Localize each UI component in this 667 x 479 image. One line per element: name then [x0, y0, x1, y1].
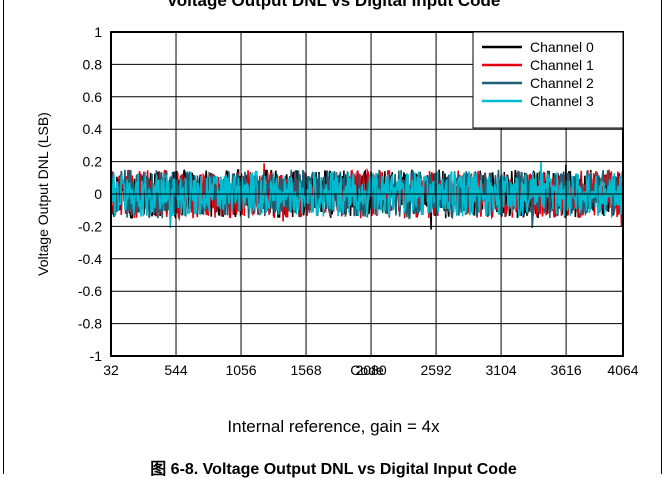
legend-label: Channel 0: [530, 39, 594, 55]
x-tick-label: 3616: [551, 362, 582, 378]
x-tick-label: 4064: [607, 362, 638, 378]
legend-label: Channel 2: [530, 75, 594, 91]
plot-area-border: [110, 31, 624, 357]
legend-label: Channel 1: [530, 57, 594, 73]
legend: Channel 0 Channel 1 Channel 2 Channel 3: [472, 31, 624, 129]
x-tick-label: 1568: [290, 362, 321, 378]
y-tick-label: -0.4: [78, 251, 102, 267]
y-axis-label: Voltage Output DNL (LSB): [35, 112, 51, 276]
x-axis-label: Code: [350, 362, 384, 378]
figure-caption: 图 6-8. Voltage Output DNL vs Digital Inp…: [150, 461, 517, 478]
y-tick-label: 0.6: [83, 89, 103, 105]
y-tick-label: -0.2: [78, 218, 102, 234]
x-tick-label: 3104: [486, 362, 517, 378]
series-line-3: [110, 161, 624, 229]
x-tick-label: 2080: [355, 362, 386, 378]
x-tick-label: 32: [103, 362, 119, 378]
figure-subtitle: Internal reference, gain = 4x: [227, 417, 440, 436]
series-layer: [110, 161, 624, 230]
x-tick-label: 2592: [421, 362, 452, 378]
y-tick-label: -0.8: [78, 316, 102, 332]
figure-title: Voltage Output DNL vs Digital Input Code: [166, 0, 501, 10]
y-tick-label: 0.8: [83, 56, 103, 72]
x-tick-label: 544: [164, 362, 188, 378]
y-tick-label: -0.6: [78, 283, 102, 299]
tick-layer: 32 544 1056 1568 2080 2592 3104 3616 4064 1 0.8 0.6…: [78, 24, 639, 378]
figure-frame: [3, 0, 662, 474]
y-tick-label: 0.2: [83, 154, 103, 170]
y-tick-label: 0.4: [83, 121, 103, 137]
y-tick-label: 1: [94, 24, 102, 40]
y-tick-label: 0: [94, 186, 102, 202]
y-tick-label: -1: [90, 348, 103, 364]
legend-label: Channel 3: [530, 93, 594, 109]
x-tick-label: 1056: [225, 362, 256, 378]
